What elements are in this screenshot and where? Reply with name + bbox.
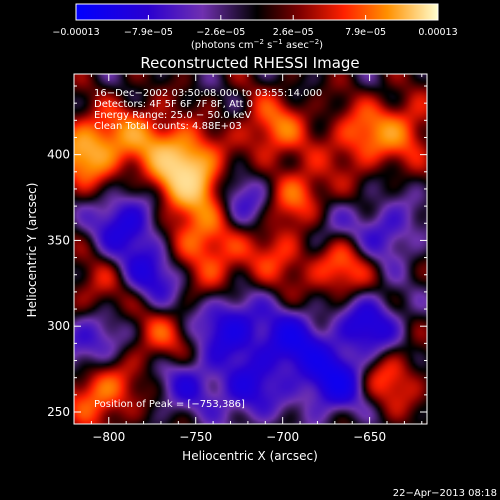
y-axis-ticks: 250 300 350 400 [47, 85, 427, 419]
x-axis-label: Heliocentric X (arcsec) [182, 449, 318, 463]
plot-frame [73, 73, 428, 425]
y-axis-label: Heliocentric Y (arcsec) [25, 183, 39, 318]
y-tick-label: 250 [47, 405, 70, 419]
colorbar-unit-label: (photons cm−2 s−1 asec−2) [191, 38, 323, 51]
chart-title: Reconstructed RHESSI Image [140, 54, 359, 72]
colorbar-tick-labels: −0.00013 −7.9e−05 −2.6e−05 2.6e−05 7.9e−05 0.… [52, 27, 457, 38]
colorbar-tick-label: −2.6e−05 [196, 27, 245, 38]
y-tick-label: 400 [47, 148, 70, 162]
annotation-energy-range: Energy Range: 25.0 − 50.0 keV [94, 110, 251, 121]
colorbar-ticks [75, 15, 439, 20]
x-axis-ticks: −800 −750 −700 −650 [90, 74, 423, 444]
x-tick-label: −750 [179, 430, 212, 444]
colorbar-tick-label: 7.9e−05 [345, 27, 386, 38]
colorbar [75, 3, 439, 21]
y-tick-label: 300 [47, 319, 70, 333]
x-tick-label: −650 [353, 430, 386, 444]
heatmap-image [74, 74, 427, 424]
colorbar-tick-label: −0.00013 [52, 27, 99, 38]
annotation-clean-counts: Clean Total counts: 4.88E+03 [94, 121, 242, 132]
colorbar-tick-label: −7.9e−05 [124, 27, 173, 38]
colorbar-tick-label: 2.6e−05 [273, 27, 314, 38]
footer-timestamp: 22−Apr−2013 08:18 [393, 488, 497, 499]
annotation-detectors: Detectors: 4F 5F 6F 7F 8F, Att 0 [94, 99, 253, 110]
y-tick-label: 350 [47, 233, 70, 247]
peak-position-label: Position of Peak = [−753,386] [94, 399, 245, 410]
annotation-time-range: 16−Dec−2002 03:50:08.000 to 03:55:14.000 [94, 88, 322, 99]
x-tick-label: −700 [266, 430, 299, 444]
colorbar-tick-label: 0.00013 [418, 27, 457, 38]
x-tick-label: −800 [92, 430, 125, 444]
